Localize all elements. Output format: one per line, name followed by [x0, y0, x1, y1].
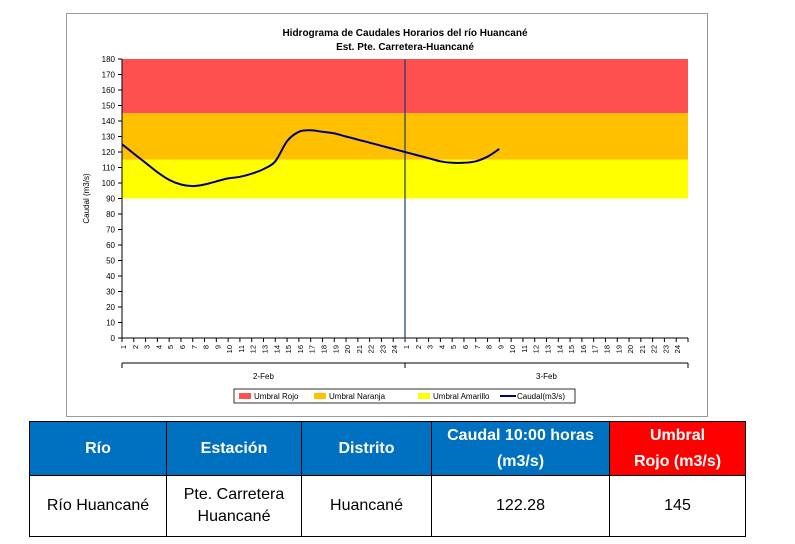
y-tick-label: 50	[106, 257, 115, 266]
legend-label: Umbral Naranja	[329, 392, 386, 401]
x-tick-label: 13	[261, 345, 270, 353]
cell-caudal: 122.28	[431, 475, 610, 537]
legend-swatch	[314, 393, 326, 399]
x-tick-label: 15	[284, 345, 293, 353]
series-line-caudal	[121, 129, 500, 188]
y-tick-label: 130	[102, 133, 116, 142]
x-tick-label: 8	[202, 345, 211, 349]
legend-label: Umbral Rojo	[254, 392, 299, 401]
y-tick-label: 40	[106, 272, 115, 281]
cell-distrito: Huancané	[301, 475, 432, 537]
x-tick-label: 21	[638, 345, 647, 353]
header-caudal: Caudal 10:00 horas (m3/s)	[431, 421, 610, 476]
x-tick-label: 1	[402, 345, 411, 349]
x-tick-label: 22	[650, 345, 659, 353]
y-tick-label: 170	[102, 71, 116, 80]
x-tick-label: 10	[225, 345, 234, 353]
hydrograph-chart: Hidrograma de Caudales Horarios del río …	[82, 28, 689, 404]
table-row: Río Huancané Pte. Carretera Huancané Hua…	[29, 475, 746, 537]
x-tick-label: 19	[331, 345, 340, 353]
x-tick-label: 20	[626, 345, 635, 353]
y-tick-label: 20	[106, 303, 115, 312]
chart-subtitle: Est. Pte. Carretera-Huancané	[336, 42, 474, 53]
header-umbral-rojo: Umbral Rojo (m3/s)	[609, 421, 746, 476]
x-tick-label: 24	[390, 345, 399, 353]
x-tick-label: 3	[426, 345, 435, 349]
y-tick-label: 160	[102, 86, 116, 95]
x-tick-label: 16	[579, 345, 588, 353]
x-tick-label: 21	[355, 345, 364, 353]
y-tick-label: 80	[106, 210, 115, 219]
x-tick-label: 11	[520, 345, 529, 353]
y-tick-label: 10	[106, 319, 115, 328]
x-tick-label: 10	[508, 345, 517, 353]
x-tick-label: 13	[544, 345, 553, 353]
x-tick-label: 18	[602, 345, 611, 353]
y-tick-label: 30	[106, 288, 115, 297]
x-tick-label: 6	[178, 345, 187, 349]
x-tick-label: 4	[437, 345, 446, 349]
y-tick-label: 120	[102, 148, 116, 157]
x-tick-label: 9	[213, 345, 222, 349]
legend-swatch	[239, 393, 251, 399]
x-tick-label: 3	[143, 345, 152, 349]
x-tick-label: 7	[190, 345, 199, 349]
y-axis-label: Caudal (m3/s)	[82, 173, 91, 224]
x-tick-label: 6	[461, 345, 470, 349]
y-tick-label: 70	[106, 226, 115, 235]
x-tick-label: 12	[532, 345, 541, 353]
day-group-label: 2-Feb	[253, 372, 274, 381]
x-tick-label: 18	[319, 345, 328, 353]
x-tick-label: 4	[154, 345, 163, 349]
x-tick-label: 9	[496, 345, 505, 349]
y-tick-label: 110	[102, 164, 115, 173]
data-table: Río Estación Distrito Caudal 10:00 horas…	[29, 421, 746, 537]
header-distrito: Distrito	[301, 421, 432, 476]
x-tick-label: 19	[614, 345, 623, 353]
x-tick-label: 24	[673, 345, 682, 353]
table-header-row: Río Estación Distrito Caudal 10:00 horas…	[29, 421, 746, 476]
legend-label: Umbral Amarillo	[433, 392, 490, 401]
chart-title: Hidrograma de Caudales Horarios del río …	[282, 28, 528, 39]
y-tick-label: 100	[102, 179, 116, 188]
x-tick-label: 17	[308, 345, 317, 353]
x-tick-label: 23	[378, 345, 387, 353]
x-tick-label: 5	[449, 345, 458, 349]
y-tick-label: 60	[106, 241, 115, 250]
x-tick-label: 14	[555, 345, 564, 353]
x-tick-label: 15	[567, 345, 576, 353]
x-tick-label: 2	[414, 345, 423, 349]
legend-swatch	[418, 393, 430, 399]
legend-box	[233, 388, 576, 404]
day-group-label: 3-Feb	[536, 372, 557, 381]
y-tick-label: 0	[111, 334, 116, 343]
x-tick-label: 2	[131, 345, 140, 349]
x-tick-label: 22	[367, 345, 376, 353]
x-tick-label: 12	[249, 345, 258, 353]
x-tick-label: 7	[473, 345, 482, 349]
chart-frame: Hidrograma de Caudales Horarios del río …	[66, 13, 708, 417]
legend-label: Caudal(m3/s)	[517, 392, 565, 401]
header-estacion: Estación	[166, 421, 302, 476]
cell-umbral-rojo: 145	[609, 475, 746, 537]
header-rio: Río	[29, 421, 167, 476]
cell-estacion: Pte. Carretera Huancané	[166, 475, 302, 537]
x-tick-label: 16	[296, 345, 305, 353]
x-tick-label: 11	[237, 345, 246, 353]
y-tick-label: 140	[102, 117, 116, 126]
cell-rio: Río Huancané	[29, 475, 167, 537]
x-tick-label: 17	[591, 345, 600, 353]
x-tick-label: 5	[166, 345, 175, 349]
y-tick-label: 90	[106, 195, 115, 204]
x-tick-label: 14	[272, 345, 281, 353]
x-tick-label: 1	[119, 345, 128, 349]
x-tick-label: 23	[661, 345, 670, 353]
y-tick-label: 180	[102, 55, 116, 64]
x-tick-label: 20	[343, 345, 352, 353]
y-tick-label: 150	[102, 102, 116, 111]
x-tick-label: 8	[485, 345, 494, 349]
